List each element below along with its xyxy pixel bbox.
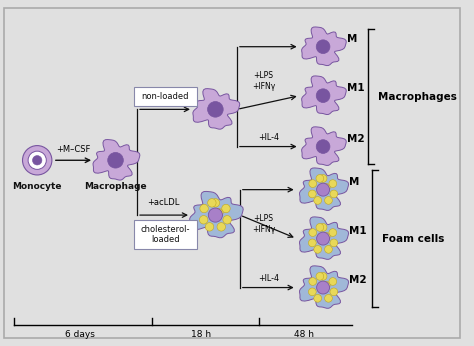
Text: M1: M1: [348, 226, 366, 236]
Circle shape: [208, 199, 216, 207]
Circle shape: [200, 216, 208, 224]
Circle shape: [309, 239, 316, 247]
Polygon shape: [300, 266, 348, 308]
Circle shape: [316, 89, 330, 102]
Circle shape: [215, 209, 223, 217]
Circle shape: [322, 282, 330, 289]
Circle shape: [325, 294, 332, 302]
Circle shape: [314, 294, 321, 302]
Text: M1: M1: [346, 83, 364, 93]
Circle shape: [217, 222, 226, 231]
Text: +IL-4: +IL-4: [258, 274, 279, 283]
Circle shape: [322, 184, 330, 191]
Text: M: M: [348, 177, 359, 187]
Text: Monocyte: Monocyte: [12, 182, 62, 191]
FancyBboxPatch shape: [4, 8, 460, 338]
Circle shape: [314, 246, 321, 253]
Circle shape: [319, 175, 327, 182]
Text: M2: M2: [346, 134, 364, 144]
Polygon shape: [301, 127, 346, 165]
Circle shape: [309, 190, 316, 198]
Circle shape: [316, 175, 324, 182]
Text: 6 days: 6 days: [65, 330, 95, 339]
Circle shape: [211, 199, 219, 207]
Circle shape: [33, 156, 42, 165]
Circle shape: [316, 40, 330, 54]
Circle shape: [329, 229, 337, 236]
Circle shape: [319, 224, 327, 231]
Text: +M–CSF: +M–CSF: [56, 145, 91, 154]
Circle shape: [316, 140, 330, 153]
Circle shape: [222, 204, 230, 213]
Text: non-loaded: non-loaded: [142, 92, 189, 101]
Circle shape: [205, 222, 214, 231]
Polygon shape: [93, 139, 140, 180]
Text: +IL-4: +IL-4: [258, 133, 279, 142]
FancyBboxPatch shape: [134, 87, 197, 107]
Circle shape: [309, 277, 317, 285]
Text: Macrophages: Macrophages: [378, 92, 457, 102]
Polygon shape: [300, 217, 348, 260]
Circle shape: [316, 272, 324, 280]
Text: 18 h: 18 h: [191, 330, 211, 339]
Polygon shape: [193, 89, 240, 129]
Circle shape: [319, 272, 327, 280]
Circle shape: [314, 197, 321, 204]
Circle shape: [309, 288, 316, 296]
Circle shape: [330, 190, 338, 198]
Circle shape: [329, 180, 337, 188]
Text: Macrophage: Macrophage: [84, 182, 147, 191]
Circle shape: [28, 151, 46, 170]
Circle shape: [329, 277, 337, 285]
Circle shape: [317, 183, 329, 196]
Text: M: M: [346, 34, 357, 44]
Polygon shape: [190, 191, 243, 238]
Polygon shape: [300, 168, 348, 210]
Polygon shape: [301, 27, 346, 66]
Circle shape: [330, 239, 338, 247]
Circle shape: [309, 180, 317, 188]
Text: +LPS
+IFNγ: +LPS +IFNγ: [252, 71, 275, 91]
Circle shape: [223, 216, 231, 224]
Text: +LPS
+IFNγ: +LPS +IFNγ: [252, 214, 275, 234]
Circle shape: [325, 197, 332, 204]
Circle shape: [322, 233, 330, 240]
Circle shape: [208, 101, 223, 117]
Circle shape: [209, 208, 222, 222]
Circle shape: [317, 232, 329, 245]
FancyBboxPatch shape: [134, 220, 197, 249]
Text: cholesterol-
loaded: cholesterol- loaded: [141, 225, 190, 244]
Circle shape: [330, 288, 338, 296]
Polygon shape: [301, 76, 346, 115]
Circle shape: [325, 246, 332, 253]
Text: +acLDL: +acLDL: [147, 198, 180, 207]
Text: Foam cells: Foam cells: [382, 234, 444, 244]
Circle shape: [23, 146, 52, 175]
Circle shape: [200, 204, 209, 213]
Circle shape: [317, 281, 329, 294]
Text: M2: M2: [348, 275, 366, 285]
Circle shape: [108, 153, 123, 168]
Text: 48 h: 48 h: [293, 330, 313, 339]
Circle shape: [309, 229, 317, 236]
Circle shape: [316, 224, 324, 231]
